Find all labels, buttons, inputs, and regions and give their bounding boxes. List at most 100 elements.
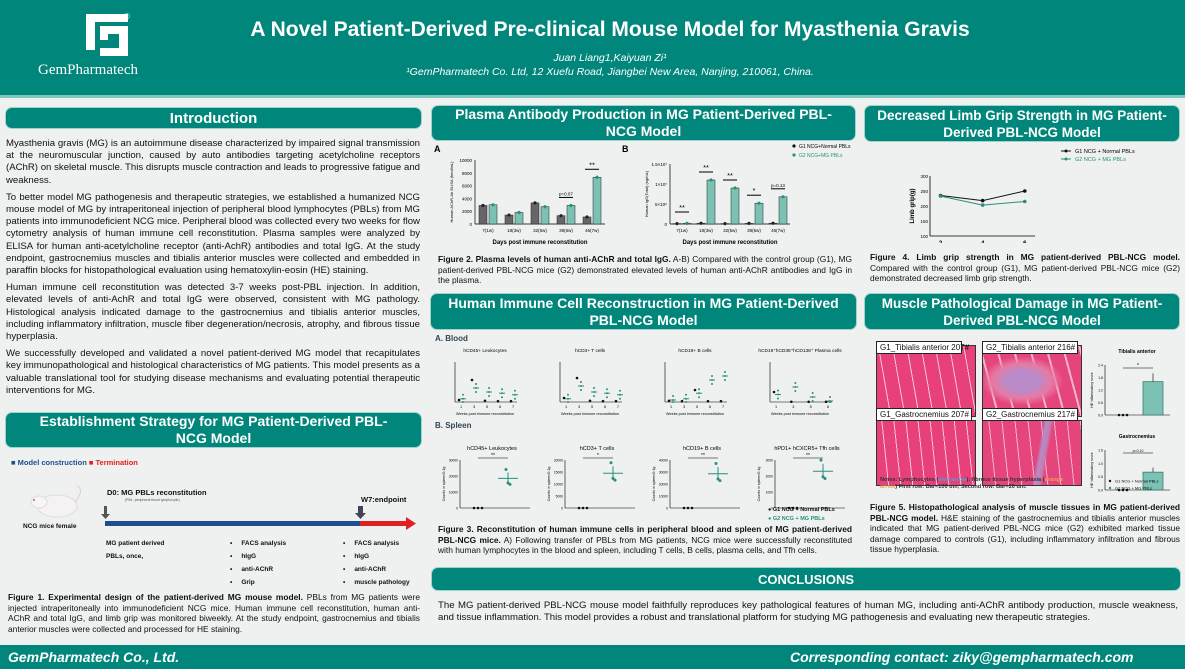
data-point-g1 (575, 376, 579, 380)
panel-label: G1_Gastrocnemius 207# (876, 408, 972, 421)
legend-marker (1108, 479, 1112, 483)
y-tick-label: 10000 (659, 495, 668, 499)
data-point-g2 (488, 387, 490, 389)
y-axis-label: Limb grip(g) (910, 189, 916, 224)
w7-label: W7:endpoint (361, 495, 407, 504)
figure-1-caption: Figure 1. Experimental design of the pat… (8, 592, 420, 634)
x-tick-label: 1 (460, 405, 462, 409)
section-header-conclusions: CONCLUSIONS (431, 567, 1181, 591)
y-tick-label: 150 (920, 219, 928, 224)
y-tick-label: 5000 (556, 495, 564, 499)
authors: Juan Liang1,Kaiyuan Zi¹ ¹GemPharmatech C… (160, 51, 1060, 79)
logo-mark-icon (86, 14, 128, 56)
data-point-g2 (619, 389, 621, 392)
panel-label: G2_Gastrocnemius 217# (982, 408, 1078, 421)
y-axis-label: Counts in spleen/0.1g (757, 467, 761, 502)
intro-paragraph: Myasthenia gravis (MG) is an autoimmune … (6, 138, 420, 186)
x-tick-label: 2 (939, 241, 943, 243)
y-tick-label: 1×10⁷ (655, 182, 667, 187)
significance-label: p=0.10 (1133, 449, 1144, 453)
y-tick-label: 30000 (449, 459, 458, 463)
intro-paragraph: We successfully developed and validated … (6, 348, 420, 396)
bar (706, 179, 716, 225)
data-point-g2 (777, 397, 779, 400)
injection-list: MG patient derived PBLs, once, (106, 540, 165, 560)
x-tick-label: 32(5w) (533, 228, 547, 233)
legend-label-g1: G1 NCG+Normal PBLs (799, 144, 851, 150)
x-tick-label: 3 (792, 405, 794, 409)
y-axis-label: HE inflammatory score (1090, 372, 1094, 407)
y-tick-label: 8000 (462, 171, 473, 176)
y-tick-label: 30000 (659, 471, 668, 475)
data-point (595, 175, 599, 179)
data-point (533, 201, 537, 205)
data-point-g1 (496, 399, 500, 403)
data-point-g2 (685, 393, 687, 396)
y-tick-label: 250 (920, 189, 928, 194)
y-tick-label: 5×10⁶ (655, 202, 667, 207)
significance-label: ** (701, 453, 705, 459)
data-point-g1 (791, 506, 795, 510)
bar (566, 205, 576, 225)
data-point (507, 213, 511, 217)
section-header-immune: Human Immune Cell Reconstruction in MG P… (430, 293, 857, 330)
data-point (1022, 199, 1027, 204)
x-tick-label: 3 (578, 405, 580, 409)
data-point-g2 (698, 388, 700, 391)
data-point-g2 (672, 395, 674, 397)
panel-title: Tibialis anterior (1118, 349, 1155, 355)
legend-label: G1 NCG + Normal PBLs (1075, 149, 1135, 155)
data-point-g1 (509, 399, 513, 403)
data-point-g1 (824, 400, 828, 404)
section-header-strategy: Establishment Strategy for MG Patient-De… (5, 412, 422, 448)
section-header-grip: Decreased Limb Grip Strength in MG Patie… (864, 105, 1180, 142)
x-tick-label: 32(5w) (723, 228, 737, 233)
data-point-g1 (562, 396, 566, 400)
data-point-g1 (719, 399, 723, 403)
significance-label: * (753, 186, 756, 195)
data-point (543, 205, 547, 209)
data-point-g2 (501, 396, 503, 399)
significance-label: ** (679, 203, 685, 212)
data-point-g1 (1121, 488, 1125, 492)
data-point-g2 (613, 478, 617, 482)
bar (540, 206, 550, 225)
data-point-g1 (457, 398, 461, 402)
data-point (559, 214, 563, 218)
bar (730, 187, 740, 225)
figure-5-caption: Figure 5. Histopathological analysis of … (870, 502, 1180, 555)
x-tick-label: 18(3w) (507, 228, 521, 233)
x-tick-label: 7 (617, 405, 619, 409)
data-point (569, 203, 573, 208)
panel-title: hCD3+ T cells (575, 348, 606, 354)
data-point-g1 (690, 506, 694, 510)
data-point-g2 (794, 390, 797, 392)
data-point-g1 (772, 390, 776, 394)
data-point-g1 (1121, 413, 1125, 417)
panel-label: G1_Tibialis anterior 207# (876, 341, 969, 354)
data-point-g1 (470, 378, 474, 382)
data-point (685, 221, 689, 225)
d0-note: (PBL: peripheral blood lymphocyte) (125, 498, 180, 502)
bar (478, 205, 488, 225)
bar (1142, 381, 1164, 416)
significance-label: * (597, 453, 599, 459)
data-point-g2 (462, 401, 464, 403)
data-point-g2 (821, 475, 825, 479)
significance-label: * (1137, 363, 1139, 369)
data-point-g1 (1125, 488, 1129, 492)
intro-paragraph: To better model MG pathogenesis and ther… (6, 191, 420, 277)
data-point-g2 (606, 396, 608, 399)
y-axis-label: Counts in spleen/0.1g (442, 467, 446, 502)
y-tick-label: 0 (666, 507, 668, 511)
spleen-label: B. Spleen (435, 421, 472, 430)
data-point-g1 (790, 400, 793, 404)
logo-text: GemPharmatech (38, 62, 138, 78)
y-tick-label: 2000 (462, 209, 473, 214)
panel-title: hCD45+ Leukocytes (463, 348, 507, 354)
x-axis-label: Days post immune reconstitution (492, 240, 587, 246)
bar (488, 204, 498, 225)
y-tick-label: 0 (456, 507, 458, 511)
legend-label: G1 NCG + Normal PBLs (1115, 479, 1158, 484)
x-axis-label: Weeks post immune reconstitution (561, 412, 619, 416)
